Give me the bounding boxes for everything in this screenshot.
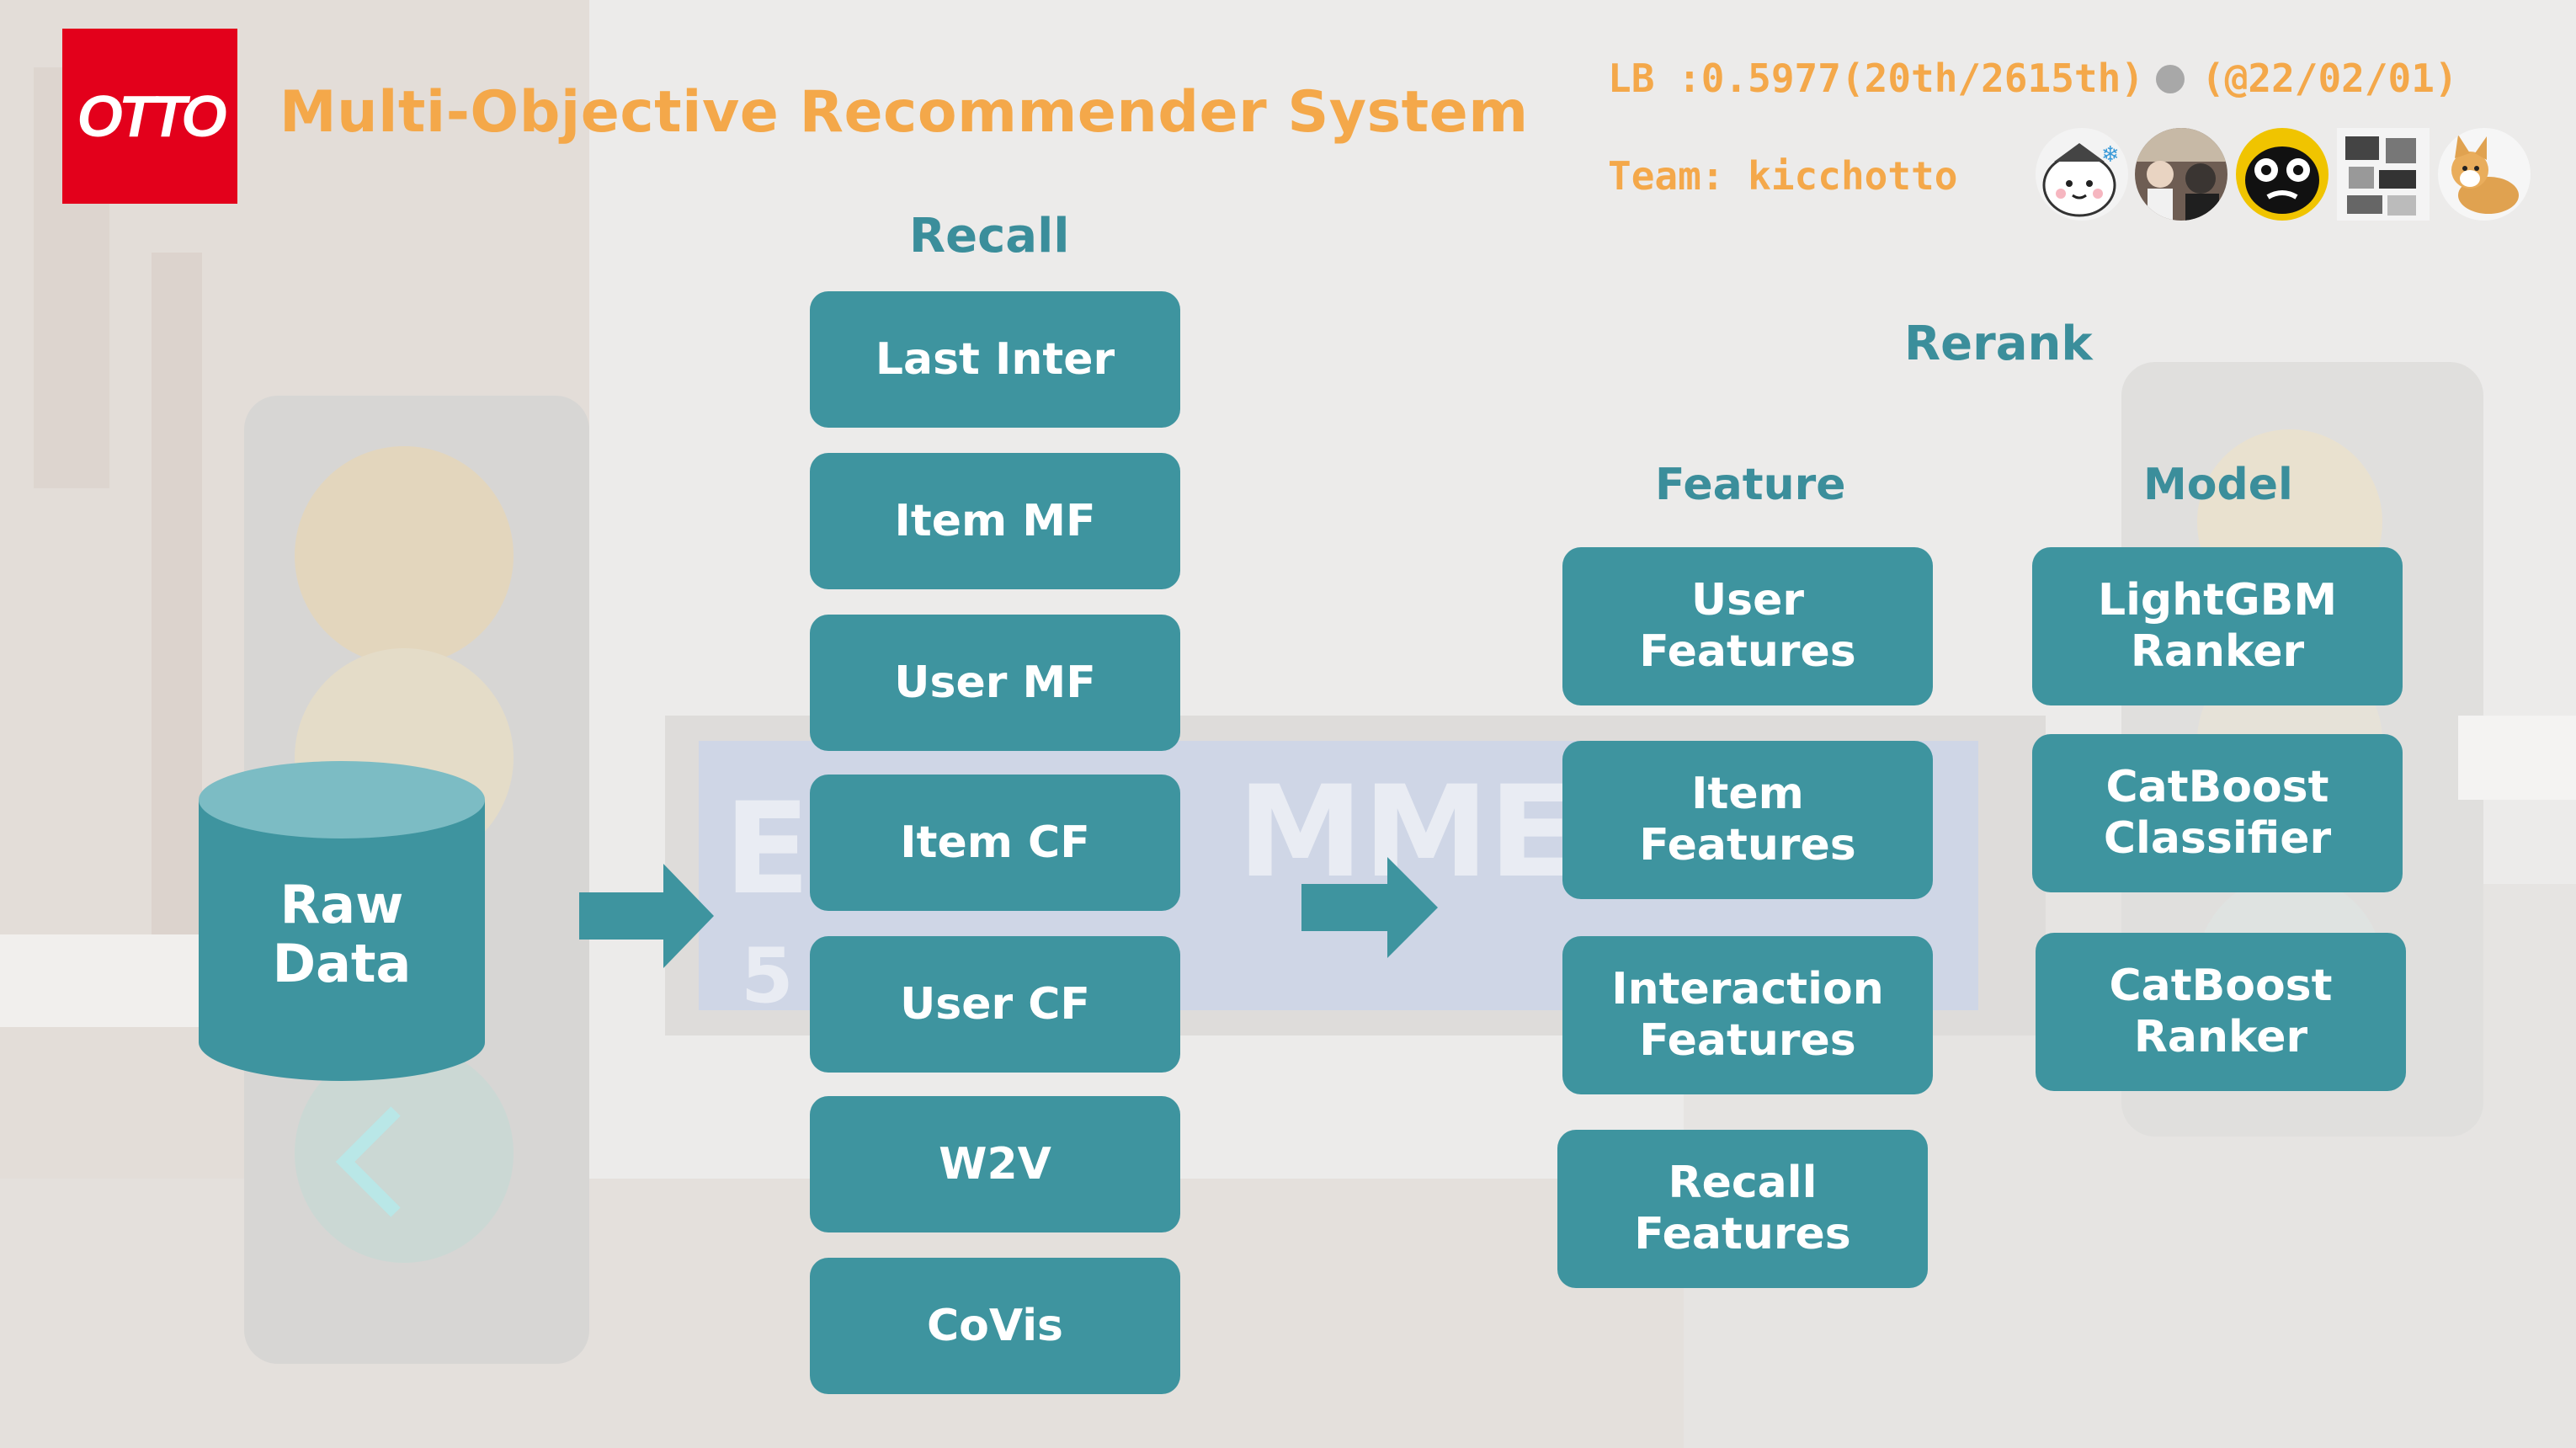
page-title: Multi-Objective Recommender System <box>279 79 1529 146</box>
model-label-line1: CatBoost <box>2109 961 2333 1011</box>
feature-label-line2: Features <box>1634 1209 1851 1259</box>
model-label-line1: CatBoost <box>2105 762 2329 812</box>
svg-text:E: E <box>724 776 810 923</box>
logo-text: OTTO <box>77 83 226 149</box>
recall-label: User MF <box>894 657 1096 708</box>
recall-box-user-mf: User MF <box>810 615 1180 751</box>
avatar-snowman-icon: ❄ <box>2036 128 2128 221</box>
model-box-catboost-classifier: CatBoost Classifier <box>2032 734 2403 892</box>
model-box-catboost-ranker: CatBoost Ranker <box>2036 933 2406 1091</box>
feature-box-recall: Recall Features <box>1557 1130 1928 1288</box>
lb-score-text: LB :0.5977(20th/2615th) <box>1608 56 2144 101</box>
recall-title: Recall <box>909 209 1070 264</box>
raw-data-line2: Data <box>272 933 412 994</box>
avatar-glasses-icon <box>2236 128 2329 221</box>
feature-label-line1: Recall <box>1668 1158 1818 1208</box>
team-name: Team: kicchotto <box>1608 153 1958 199</box>
recall-box-last-inter: Last Inter <box>810 291 1180 428</box>
feature-label-line1: Item <box>1691 769 1804 819</box>
model-label-line2: Ranker <box>2133 1012 2308 1062</box>
recall-box-item-mf: Item MF <box>810 453 1180 589</box>
feature-label-line2: Features <box>1639 1015 1856 1066</box>
arrow-to-recall <box>579 864 714 968</box>
model-title: Model <box>2143 460 2293 510</box>
model-box-lightgbm-ranker: LightGBM Ranker <box>2032 547 2403 705</box>
arrow-to-rerank <box>1301 857 1438 958</box>
otto-logo: OTTO <box>62 29 237 204</box>
feature-box-interaction: Interaction Features <box>1562 936 1933 1094</box>
recall-box-covis: CoVis <box>810 1258 1180 1394</box>
feature-title: Feature <box>1655 460 1846 510</box>
svg-text:5: 5 <box>741 932 794 1020</box>
model-label-line1: LightGBM <box>2097 575 2338 626</box>
recall-label: Item MF <box>894 495 1096 546</box>
feature-label-line2: Features <box>1639 820 1856 870</box>
feature-box-user: User Features <box>1562 547 1933 705</box>
recall-label: CoVis <box>927 1300 1063 1351</box>
feature-label-line1: Interaction <box>1611 964 1884 1014</box>
svg-text:❄: ❄ <box>2101 142 2120 168</box>
avatar-collage-icon <box>2337 128 2430 221</box>
silver-medal-icon <box>2155 64 2185 93</box>
leaderboard-score: LB :0.5977(20th/2615th) (@22/02/01) <box>1608 56 2458 101</box>
recall-label: W2V <box>939 1138 1051 1190</box>
recall-label: Item CF <box>900 817 1090 868</box>
avatar-corgi-icon <box>2438 128 2531 221</box>
rerank-title: Rerank <box>1904 317 2093 371</box>
recall-label: User CF <box>900 978 1090 1030</box>
lb-date-text: (@22/02/01) <box>2201 56 2458 101</box>
avatar-photo-icon <box>2135 128 2227 221</box>
raw-data-line1: Raw <box>279 874 404 935</box>
recall-label: Last Inter <box>875 333 1115 385</box>
model-label-line2: Classifier <box>2103 813 2332 864</box>
raw-data-cylinder <box>199 761 485 1081</box>
model-label-line2: Ranker <box>2130 626 2305 677</box>
recall-box-item-cf: Item CF <box>810 775 1180 911</box>
raw-data-label: Raw Data <box>199 876 485 993</box>
feature-box-item: Item Features <box>1562 741 1933 899</box>
recall-box-w2v: W2V <box>810 1096 1180 1232</box>
feature-label-line2: Features <box>1639 626 1856 677</box>
recall-box-user-cf: User CF <box>810 936 1180 1073</box>
feature-label-line1: User <box>1690 575 1805 626</box>
